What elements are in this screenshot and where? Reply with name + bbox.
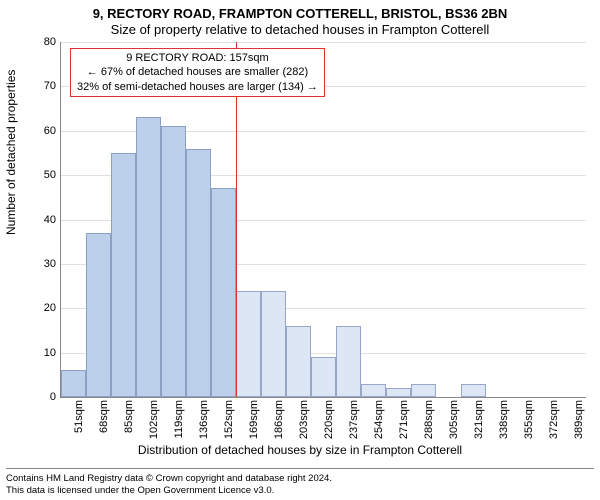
chart-container: 9, RECTORY ROAD, FRAMPTON COTTERELL, BRI… bbox=[0, 0, 600, 500]
histogram-bar bbox=[136, 117, 161, 397]
footer-line-2: This data is licensed under the Open Gov… bbox=[6, 485, 594, 496]
histogram-bar bbox=[161, 126, 186, 397]
histogram-bar bbox=[86, 233, 111, 397]
histogram-bar bbox=[386, 388, 411, 397]
histogram-bar bbox=[311, 357, 336, 397]
y-tick-label: 0 bbox=[26, 391, 56, 403]
y-tick-label: 40 bbox=[26, 214, 56, 226]
histogram-bar bbox=[336, 326, 361, 397]
y-tick-label: 20 bbox=[26, 302, 56, 314]
histogram-bar bbox=[286, 326, 311, 397]
histogram-bar bbox=[111, 153, 136, 397]
y-tick-label: 80 bbox=[26, 36, 56, 48]
y-tick-label: 70 bbox=[26, 80, 56, 92]
y-tick-label: 60 bbox=[26, 125, 56, 137]
histogram-bar bbox=[61, 370, 86, 397]
histogram-bar bbox=[361, 384, 386, 397]
callout-line-1: 9 RECTORY ROAD: 157sqm bbox=[77, 51, 318, 65]
histogram-bar bbox=[236, 291, 261, 398]
footer-line-1: Contains HM Land Registry data © Crown c… bbox=[6, 473, 594, 484]
callout-box: 9 RECTORY ROAD: 157sqm ← 67% of detached… bbox=[70, 48, 325, 97]
histogram-bar bbox=[411, 384, 436, 397]
chart-title-main: 9, RECTORY ROAD, FRAMPTON COTTERELL, BRI… bbox=[0, 6, 600, 21]
histogram-bar bbox=[261, 291, 286, 398]
y-axis-label: Number of detached properties bbox=[4, 70, 18, 235]
y-tick-label: 30 bbox=[26, 258, 56, 270]
x-axis-title: Distribution of detached houses by size … bbox=[0, 443, 600, 457]
footer: Contains HM Land Registry data © Crown c… bbox=[6, 468, 594, 496]
histogram-bar bbox=[211, 188, 236, 397]
chart-title-sub: Size of property relative to detached ho… bbox=[0, 22, 600, 37]
callout-line-3: 32% of semi-detached houses are larger (… bbox=[77, 80, 318, 94]
y-tick-label: 10 bbox=[26, 347, 56, 359]
callout-line-2: ← 67% of detached houses are smaller (28… bbox=[77, 65, 318, 79]
y-tick-label: 50 bbox=[26, 169, 56, 181]
histogram-bar bbox=[186, 149, 211, 398]
histogram-bar bbox=[461, 384, 486, 397]
